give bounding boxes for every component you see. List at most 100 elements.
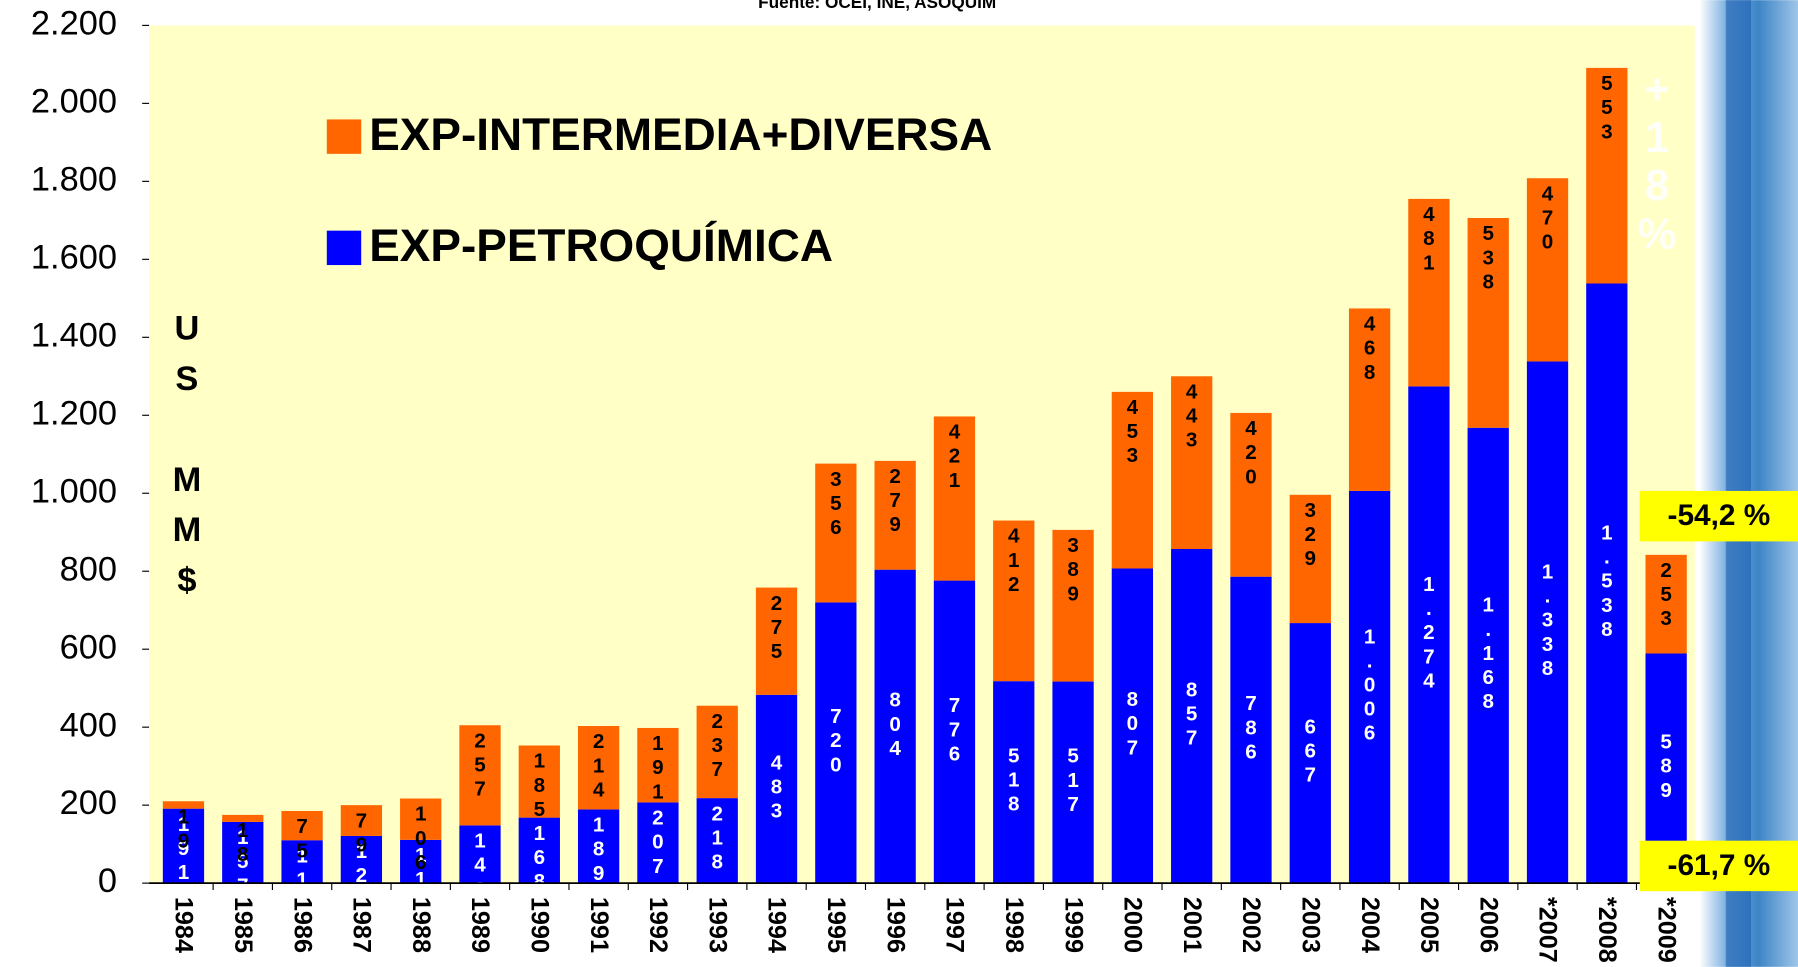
bar-segment — [340, 835, 383, 884]
x-tick-label: 1988 — [407, 897, 435, 953]
bar-segment — [518, 745, 560, 818]
x-tick-label: 1999 — [1059, 897, 1087, 953]
x-tick-label: 1985 — [229, 897, 257, 953]
bar-segment — [1467, 427, 1509, 884]
x-tick-label: 1994 — [763, 897, 791, 953]
legend-label: EXP-INTERMEDIA+DIVERSA — [369, 108, 992, 160]
bar-segment — [577, 809, 620, 884]
x-tick-label: 1993 — [703, 897, 731, 953]
bar-segment — [459, 825, 501, 884]
bar-segment — [755, 587, 798, 695]
bar-segment — [993, 520, 1035, 682]
y-tick-label: 600 — [60, 628, 117, 666]
bar-segment — [1645, 554, 1687, 654]
bar-segment — [696, 705, 738, 799]
side-strip-band — [1725, 0, 1751, 967]
y-tick-label: 2.000 — [31, 82, 117, 120]
bar-segment — [933, 416, 976, 581]
x-tick-label: 1995 — [822, 897, 850, 953]
bar-segment — [1348, 308, 1391, 491]
bar-segment — [1052, 529, 1094, 682]
legend-label: EXP-PETROQUÍMICA — [369, 219, 833, 271]
bar-segment — [1289, 623, 1331, 884]
bar-segment — [874, 569, 916, 884]
x-tick-label: 1989 — [466, 897, 494, 953]
y-tick-label: 200 — [60, 784, 117, 822]
annotation: -54,2 % — [1668, 499, 1771, 532]
bar-segment — [755, 694, 798, 884]
bar-segment — [1052, 681, 1094, 884]
x-tick-label: 1984 — [170, 897, 198, 953]
y-tick-label: 1.000 — [31, 472, 117, 510]
legend-swatch — [326, 230, 362, 266]
bar-segment — [577, 726, 620, 810]
bar-segment — [162, 801, 205, 809]
bar-segment — [933, 580, 976, 884]
bar-segment — [400, 798, 442, 840]
bar-segment — [222, 814, 264, 822]
bar-segment — [1408, 198, 1450, 387]
bar-segment — [696, 798, 738, 884]
y-tick-label: 0 — [98, 862, 117, 900]
bar-segment — [1586, 283, 1628, 884]
bar-segment — [1289, 494, 1331, 624]
y-tick-label: 1.400 — [31, 316, 117, 354]
x-tick-label: 2006 — [1474, 897, 1502, 953]
bar-segment — [874, 460, 916, 570]
x-tick-label: 2004 — [1356, 897, 1384, 953]
x-tick-label: 1986 — [288, 897, 316, 953]
bar-segment — [1526, 178, 1569, 362]
x-tick-label: 1991 — [585, 897, 613, 953]
bar-segment — [340, 805, 383, 836]
x-tick-label: 1997 — [941, 897, 969, 953]
bar-segment — [1467, 217, 1509, 428]
x-tick-label: 2005 — [1415, 897, 1443, 953]
x-tick-label: *2009 — [1652, 897, 1680, 963]
bar-segment — [1111, 568, 1154, 884]
y-tick-label: 1.200 — [31, 394, 117, 432]
bar-segment — [400, 839, 442, 884]
x-tick-label: 2002 — [1237, 897, 1265, 953]
x-tick-label: 2003 — [1296, 897, 1324, 953]
y-tick-label: 400 — [60, 706, 117, 744]
bar-segment — [1230, 412, 1272, 577]
plot: 1 9 11 9 1 5 71 8 1 1 07 5 1 2 17 9 1 1 11 0 61 4 82 5 71 6 81 8 51 8… — [162, 67, 1687, 912]
bar-segment — [1111, 391, 1154, 569]
bar-segment — [1408, 386, 1450, 884]
bar-segment — [518, 817, 560, 884]
bar-segment — [281, 810, 323, 841]
bar-segment — [815, 602, 857, 884]
